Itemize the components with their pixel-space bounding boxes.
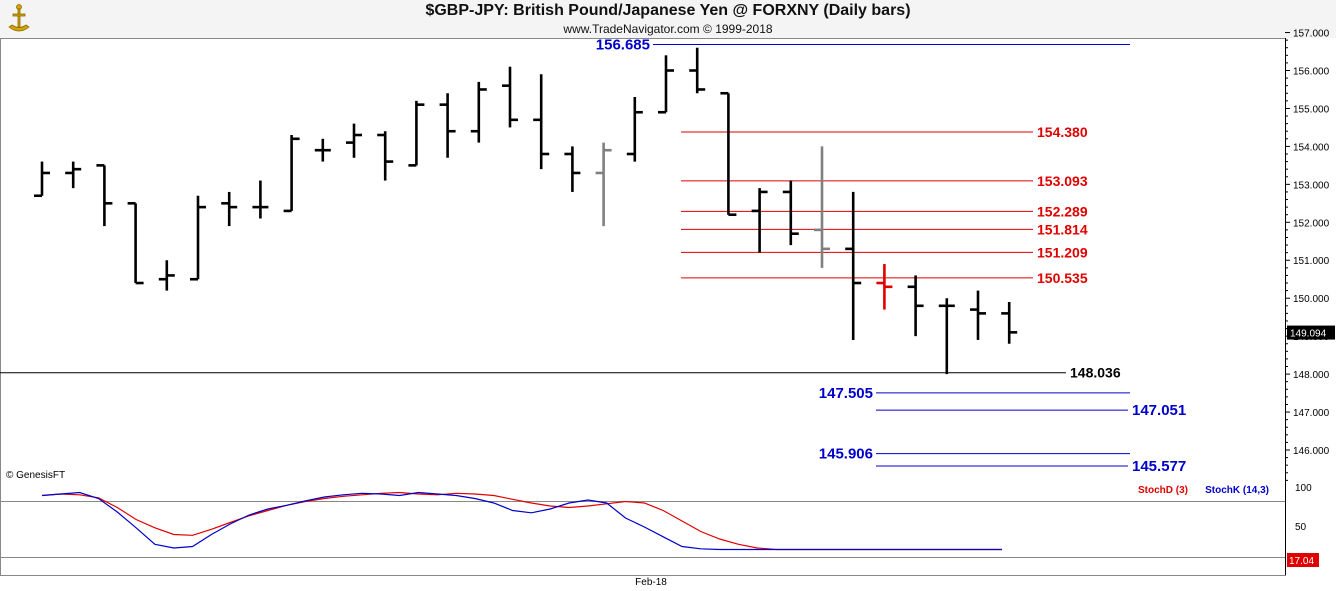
level-label: 147.051 bbox=[1132, 402, 1186, 419]
price-tick-label: 150.000 bbox=[1293, 294, 1330, 305]
stoch-k-line bbox=[41, 491, 1002, 551]
ohlc-bar bbox=[533, 74, 550, 170]
price-tick-label: 153.000 bbox=[1293, 180, 1330, 191]
level-label: 156.685 bbox=[596, 37, 650, 54]
legend-stoch-d: StochD (3) bbox=[1138, 485, 1188, 496]
level-label: 145.577 bbox=[1132, 458, 1186, 475]
price-tick-label: 152.000 bbox=[1293, 218, 1330, 229]
x-tick-label: Feb-18 bbox=[635, 577, 667, 588]
stoch-last-value-box bbox=[1287, 553, 1319, 567]
ohlc-bar bbox=[845, 191, 862, 340]
legend-stoch-k: StochK (14,3) bbox=[1205, 485, 1269, 496]
level-label: 148.036 bbox=[1070, 365, 1121, 381]
price-tick-label: 146.000 bbox=[1293, 446, 1330, 457]
plot-border bbox=[0, 38, 1286, 576]
level-label: 154.380 bbox=[1037, 124, 1088, 140]
ohlc-bar bbox=[190, 195, 206, 281]
ohlc-bar bbox=[158, 260, 175, 291]
price-tick-label: 154.000 bbox=[1293, 142, 1330, 153]
price-tick-label: 157.000 bbox=[1293, 29, 1330, 40]
price-tick-label: 156.000 bbox=[1293, 66, 1330, 77]
level-label: 151.814 bbox=[1037, 221, 1088, 237]
ohlc-bar bbox=[720, 91, 737, 217]
ohlc-bar bbox=[314, 138, 331, 162]
ohlc-bar bbox=[65, 161, 82, 189]
level-label: 150.535 bbox=[1037, 270, 1088, 286]
ohlc-bar bbox=[1001, 301, 1018, 344]
stoch-tick-label: 100 bbox=[1295, 483, 1312, 494]
ohlc-bar bbox=[439, 93, 456, 158]
level-label: 145.906 bbox=[819, 446, 873, 463]
ohlc-bar bbox=[408, 100, 425, 167]
chart-header bbox=[0, 0, 1336, 38]
ohlc-bar bbox=[595, 142, 612, 227]
ohlc-bar bbox=[970, 290, 986, 340]
ohlc-bar bbox=[626, 97, 643, 162]
price-tick-label: 155.000 bbox=[1293, 104, 1330, 115]
ohlc-bar bbox=[377, 131, 394, 181]
chart-subtitle: www.TradeNavigator.com © 1999-2018 bbox=[563, 22, 773, 36]
ohlc-bar bbox=[782, 180, 799, 246]
ohlc-bar bbox=[221, 191, 238, 227]
chart-title: $GBP-JPY: British Pound/Japanese Yen @ F… bbox=[425, 2, 911, 19]
ohlc-bar bbox=[96, 164, 113, 227]
ohlc-bar bbox=[658, 55, 674, 114]
ohlc-bar bbox=[283, 135, 300, 213]
ohlc-bar bbox=[34, 161, 50, 198]
level-label: 151.209 bbox=[1037, 244, 1088, 260]
ohlc-bar bbox=[252, 180, 269, 219]
ohlc-bar bbox=[876, 264, 893, 310]
ohlc-bar bbox=[502, 66, 518, 128]
price-tick-label: 147.000 bbox=[1293, 408, 1330, 419]
price-tick-label: 151.000 bbox=[1293, 256, 1330, 267]
ohlc-bar bbox=[564, 146, 581, 192]
ohlc-bar bbox=[938, 298, 955, 375]
stoch-tick-label: 50 bbox=[1295, 522, 1307, 533]
copyright-label: © GenesisFT bbox=[6, 470, 65, 481]
ohlc-bar bbox=[814, 146, 830, 268]
level-label: 147.505 bbox=[819, 385, 873, 402]
level-label: 153.093 bbox=[1037, 173, 1088, 189]
ohlc-bar bbox=[127, 202, 144, 285]
last-price-box bbox=[1287, 325, 1335, 340]
price-tick-label: 148.000 bbox=[1293, 370, 1330, 381]
trade-navigator-logo bbox=[8, 4, 30, 32]
stoch-last-value: 17.04 bbox=[1289, 556, 1314, 567]
ohlc-bar bbox=[346, 123, 362, 158]
ohlc-bar bbox=[689, 47, 706, 94]
ohlc-bar bbox=[907, 275, 924, 337]
last-price-label: 149.094 bbox=[1290, 329, 1327, 340]
level-label: 152.289 bbox=[1037, 203, 1088, 219]
ohlc-bar bbox=[751, 188, 768, 253]
ohlc-bar bbox=[470, 81, 487, 143]
